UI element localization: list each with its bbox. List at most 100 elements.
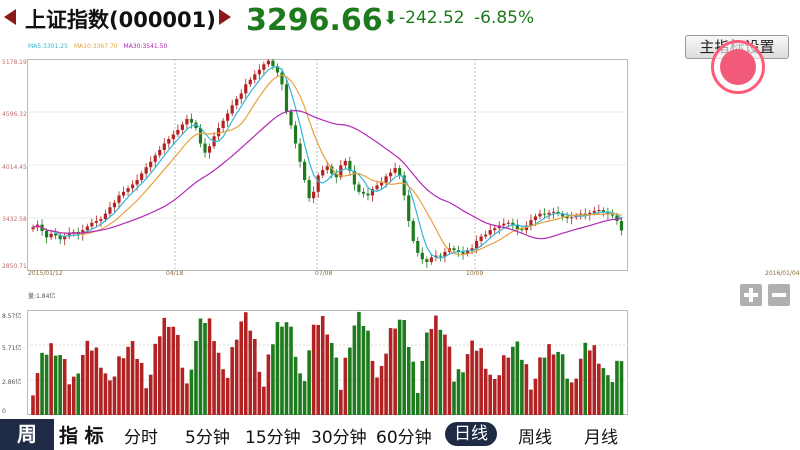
volume-bar [58,355,62,415]
candle [416,241,420,253]
volume-bar [379,365,384,415]
candle [515,224,519,230]
zoom-in-button[interactable] [740,284,762,306]
prev-stock-arrow-icon[interactable] [4,9,16,25]
volume-bar [216,352,221,415]
candle [162,143,166,150]
date-axis-label: 2015/01/12 [28,270,63,277]
stock-title: 上证指数(000001) [25,8,216,32]
candle [461,251,465,254]
volume-axis-label: 0 [2,408,6,415]
candle [135,179,139,185]
price-axis-label: 2850.71 [2,263,27,270]
tab-indicator[interactable]: 指 标 [59,425,104,447]
candle [149,161,153,168]
next-stock-arrow-icon[interactable] [219,9,231,25]
volume-axis-label: 8.57亿 [2,313,22,320]
candle [275,66,280,73]
volume-bar [488,374,492,415]
current-price: 3296.66 [246,3,383,38]
volume-bar [357,311,361,415]
volume-bar [284,322,289,415]
tab-60min[interactable]: 60分钟 [376,428,432,448]
volume-bar [474,350,479,415]
volume-bar [606,375,610,415]
candle [171,134,175,139]
candle [207,146,212,153]
tab-weekly[interactable]: 周线 [518,428,552,448]
candle [379,182,384,186]
volume-bar [117,356,121,415]
candle [357,184,361,192]
candle [176,129,180,135]
volume-bar [556,351,560,415]
volume-bar [31,395,35,415]
volume-bar [108,380,112,415]
candle [452,248,456,251]
candle [475,241,479,249]
volume-bar [497,375,502,415]
tab-30min[interactable]: 30分钟 [311,428,367,448]
volume-bar [180,367,185,415]
volume-bar [470,340,474,415]
volume-bar [271,344,275,415]
candle [334,173,338,178]
candle [121,191,126,196]
candle [529,220,533,226]
ma-legend: MA5:3301.25 MA10:3367.70 MA30:3541.50 [28,43,171,50]
candle [90,222,94,227]
volume-bar [366,330,370,415]
candle [67,232,71,237]
volume-bar [447,346,452,415]
volume-bar [425,332,429,415]
volume-bar [547,344,551,415]
volume-bar [280,326,284,415]
candle [583,213,587,215]
tab-week[interactable]: 周 [0,419,54,450]
tab-15min[interactable]: 15分钟 [245,428,301,448]
candle [443,251,447,257]
volume-bar [583,342,588,415]
volume-bar [176,334,180,415]
tab-timeshare[interactable]: 分时 [124,428,158,448]
volume-bar [189,369,194,415]
candle [235,98,239,106]
volume-bar [289,326,293,415]
volume-bar [343,357,348,415]
volume-bar [239,321,244,415]
volume-bar [266,354,271,415]
volume-bar [298,373,302,415]
volume-bar [388,328,393,415]
candle [570,217,574,219]
floating-assist-button[interactable] [711,40,765,94]
volume-bar [542,357,547,415]
volume-bar [171,326,176,415]
volume-bar [434,315,438,415]
volume-bar [80,354,85,415]
volume-chart[interactable] [27,310,628,415]
volume-bar [212,341,216,415]
zoom-out-button[interactable] [768,284,790,306]
tab-5min[interactable]: 5分钟 [185,428,230,448]
tab-monthly[interactable]: 月线 [584,428,618,448]
candle [601,210,605,212]
candle [615,215,619,221]
kline-chart[interactable] [27,59,628,271]
candle [619,220,624,231]
candle [226,113,230,121]
volume-bar [35,373,40,415]
candle [384,176,388,183]
volume-bar [302,381,307,415]
candle [610,214,615,216]
date-axis-label: 04/18 [166,270,184,277]
volume-bar [126,346,130,415]
ma30-label: MA30:3541.50 [123,43,168,50]
volume-bar [221,369,225,415]
volume-bar [339,389,343,415]
candle [216,128,221,137]
candle [465,250,470,254]
candle [58,235,62,240]
candle [538,213,542,217]
tab-daily[interactable]: 日线 [445,422,497,446]
candle [375,185,379,190]
